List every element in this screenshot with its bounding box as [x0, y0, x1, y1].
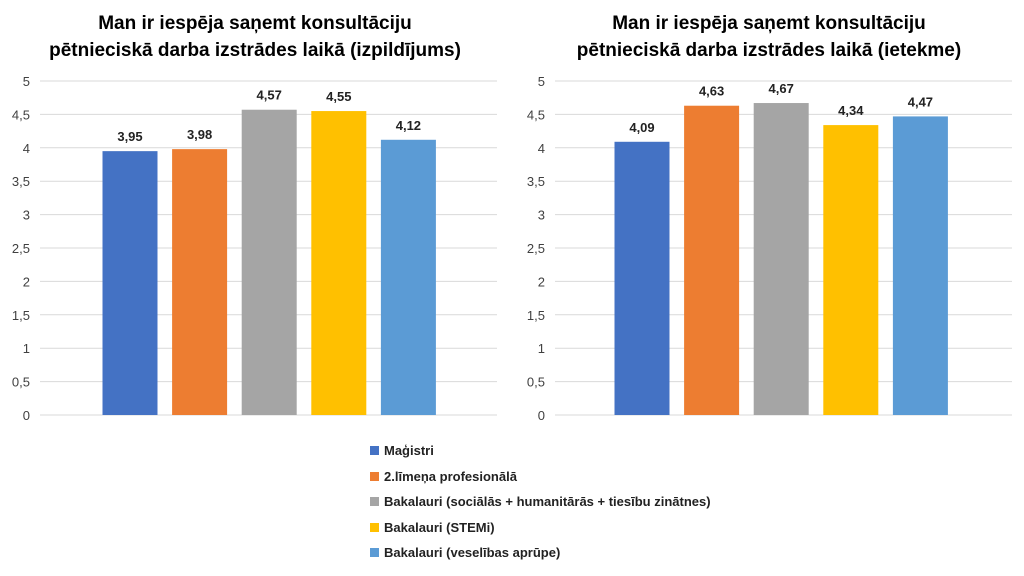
bar: [380, 139, 436, 415]
y-tick-label: 4,5: [12, 107, 30, 122]
data-label: 3,95: [117, 129, 142, 144]
bar: [823, 125, 879, 415]
y-tick-label: 5: [538, 74, 545, 89]
data-label: 4,34: [838, 103, 864, 118]
data-label: 4,57: [257, 88, 282, 103]
y-tick-label: 2,5: [12, 241, 30, 256]
bar: [614, 141, 670, 415]
y-tick-label: 3: [538, 208, 545, 223]
data-label: 4,63: [699, 84, 724, 99]
y-tick-label: 1,5: [527, 308, 545, 323]
y-tick-label: 1: [23, 341, 30, 356]
data-label: 4,47: [908, 94, 933, 109]
data-label: 4,09: [629, 120, 654, 135]
data-label: 4,67: [769, 81, 794, 96]
chart-title-line: Man ir iespēja saņemt konsultāciju: [612, 13, 926, 34]
bar: [102, 151, 158, 415]
y-tick-label: 0: [538, 408, 545, 423]
y-tick-label: 5: [23, 74, 30, 89]
y-tick-label: 1,5: [12, 308, 30, 323]
bar: [892, 116, 948, 416]
y-tick-label: 4,5: [527, 107, 545, 122]
bar: [753, 103, 809, 415]
y-tick-label: 2: [23, 274, 30, 289]
legend: Maģistri 2.līmeņa profesionālā Bakalauri…: [370, 438, 711, 566]
legend-label: 2.līmeņa profesionālā: [384, 468, 517, 484]
legend-label: Bakalauri (sociālās + humanitārās + ties…: [384, 494, 711, 510]
legend-item: 2.līmeņa profesionālā: [370, 464, 711, 490]
data-label: 4,12: [396, 118, 421, 133]
y-tick-label: 2: [538, 274, 545, 289]
legend-label: Bakalauri (veselības aprūpe): [384, 545, 561, 561]
y-tick-label: 0: [23, 408, 30, 423]
y-tick-label: 4: [538, 141, 545, 156]
y-tick-label: 3,5: [12, 174, 30, 189]
y-tick-label: 3,5: [527, 174, 545, 189]
bar: [172, 149, 228, 416]
chart-title: Man ir iespēja saņemt konsultāciju pētni…: [0, 10, 510, 64]
legend-swatch: [370, 522, 379, 532]
y-tick-label: 3: [23, 208, 30, 223]
legend-label: Maģistri: [384, 443, 434, 459]
chart-title-line: pētnieciskā darba izstrādes laikā (ietek…: [576, 40, 962, 61]
legend-item: Maģistri: [370, 438, 711, 464]
data-label: 4,55: [326, 89, 351, 104]
y-tick-label: 0,5: [12, 375, 30, 390]
legend-swatch: [370, 548, 379, 558]
legend-item: Bakalauri (sociālās + humanitārās + ties…: [370, 489, 711, 515]
chart-title-line: pētnieciskā darba izstrādes laikā (izpil…: [49, 40, 461, 61]
bar: [684, 105, 740, 415]
y-tick-label: 2,5: [527, 241, 545, 256]
legend-item: Bakalauri (STEMi): [370, 515, 711, 541]
legend-item: Bakalauri (veselības aprūpe): [370, 540, 711, 566]
data-label: 3,98: [187, 127, 212, 142]
legend-swatch: [370, 446, 379, 456]
legend-label: Bakalauri (STEMi): [384, 519, 495, 535]
chart-title-line: Man ir iespēja saņemt konsultāciju: [98, 13, 412, 34]
y-tick-label: 4: [23, 141, 30, 156]
legend-swatch: [370, 497, 379, 507]
chart-title: Man ir iespēja saņemt konsultāciju pētni…: [514, 10, 1024, 64]
bar: [311, 111, 367, 415]
plots-svg: 00,511,522,533,544,553,95 3,984,57 4,554,1…: [12, 74, 1012, 423]
y-tick-label: 0,5: [527, 375, 545, 390]
y-tick-label: 1: [538, 341, 545, 356]
bar: [241, 109, 297, 415]
legend-swatch: [370, 471, 379, 481]
